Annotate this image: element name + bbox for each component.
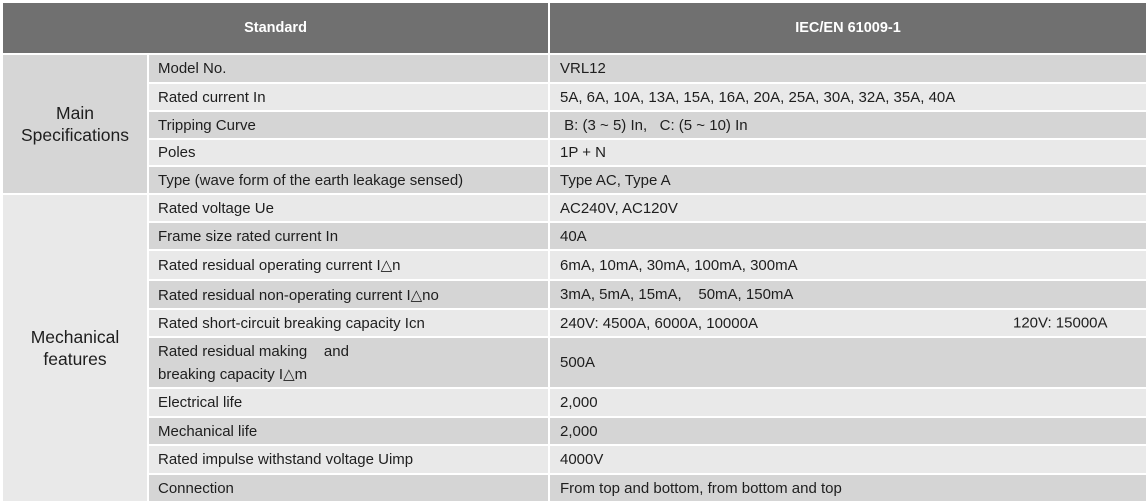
- header-standard: Standard: [3, 3, 548, 53]
- row-value-secondary: 120V: 15000A: [1013, 314, 1108, 332]
- row-value: 40A: [550, 223, 1146, 249]
- row-value: VRL12: [550, 55, 1146, 82]
- row-label: Electrical life: [149, 389, 548, 416]
- row-value: 2,000: [550, 389, 1146, 416]
- group-mechanical-features: Mechanical features: [3, 195, 147, 501]
- row-value: 4000V: [550, 446, 1146, 473]
- row-value: 500A: [550, 338, 1146, 387]
- row-label: Mechanical life: [149, 418, 548, 444]
- table-row: Rated residual operating current I△n 6mA…: [3, 251, 1146, 279]
- row-value: 6mA, 10mA, 30mA, 100mA, 300mA: [550, 251, 1146, 279]
- row-label: Rated residual non-operating current I△n…: [149, 281, 548, 308]
- row-value: B: (3 ~ 5) In, C: (5 ~ 10) In: [550, 112, 1146, 138]
- table-row: Electrical life 2,000: [3, 389, 1146, 416]
- row-value: From top and bottom, from bottom and top: [550, 475, 1146, 501]
- table-row: Rated impulse withstand voltage Uimp 400…: [3, 446, 1146, 473]
- row-label: Rated residual operating current I△n: [149, 251, 548, 279]
- table-row: Frame size rated current In 40A: [3, 223, 1146, 249]
- row-label: Rated voltage Ue: [149, 195, 548, 221]
- row-value: 1P + N: [550, 140, 1146, 165]
- row-label: Rated short-circuit breaking capacity Ic…: [149, 310, 548, 336]
- row-value: 3mA, 5mA, 15mA, 50mA, 150mA: [550, 281, 1146, 308]
- header-standard-value: IEC/EN 61009-1: [550, 3, 1146, 53]
- row-label: Rated current In: [149, 84, 548, 110]
- row-label: Model No.: [149, 55, 548, 82]
- row-value: 5A, 6A, 10A, 13A, 15A, 16A, 20A, 25A, 30…: [550, 84, 1146, 110]
- row-label: Frame size rated current In: [149, 223, 548, 249]
- row-label: Rated impulse withstand voltage Uimp: [149, 446, 548, 473]
- table-row: Poles 1P + N: [3, 140, 1146, 165]
- table-row: Rated residual making and breaking capaci…: [3, 338, 1146, 387]
- table-row: Mechanical features Rated voltage Ue AC2…: [3, 195, 1146, 501]
- row-label: Poles: [149, 140, 548, 165]
- table-row: Rated residual non-operating current I△n…: [3, 281, 1146, 308]
- table-row: Mechanical life 2,000: [3, 418, 1146, 444]
- table-row: Connection From top and bottom, from bot…: [3, 475, 1146, 501]
- row-value: AC240V, AC120V: [550, 195, 1146, 221]
- row-value: Type AC, Type A: [550, 167, 1146, 193]
- table-row: Rated short-circuit breaking capacity Ic…: [3, 310, 1146, 336]
- row-label: Connection: [149, 475, 548, 501]
- row-value: 2,000: [550, 418, 1146, 444]
- group-main-specifications: Main Specifications: [3, 55, 147, 193]
- row-label: Type (wave form of the earth leakage sen…: [149, 167, 548, 193]
- table-row: Main Specifications Model No. VRL12: [3, 55, 1146, 193]
- table-row: Tripping Curve B: (3 ~ 5) In, C: (5 ~ 10…: [3, 112, 1146, 138]
- header-row: Standard IEC/EN 61009-1: [3, 3, 1146, 53]
- row-value: 240V: 4500A, 6000A, 10000A 120V: 15000A: [550, 310, 1146, 336]
- row-label: Rated residual making and breaking capaci…: [149, 338, 548, 387]
- table-row: Type (wave form of the earth leakage sen…: [3, 167, 1146, 193]
- table-row: Rated current In 5A, 6A, 10A, 13A, 15A, …: [3, 84, 1146, 110]
- row-label: Tripping Curve: [149, 112, 548, 138]
